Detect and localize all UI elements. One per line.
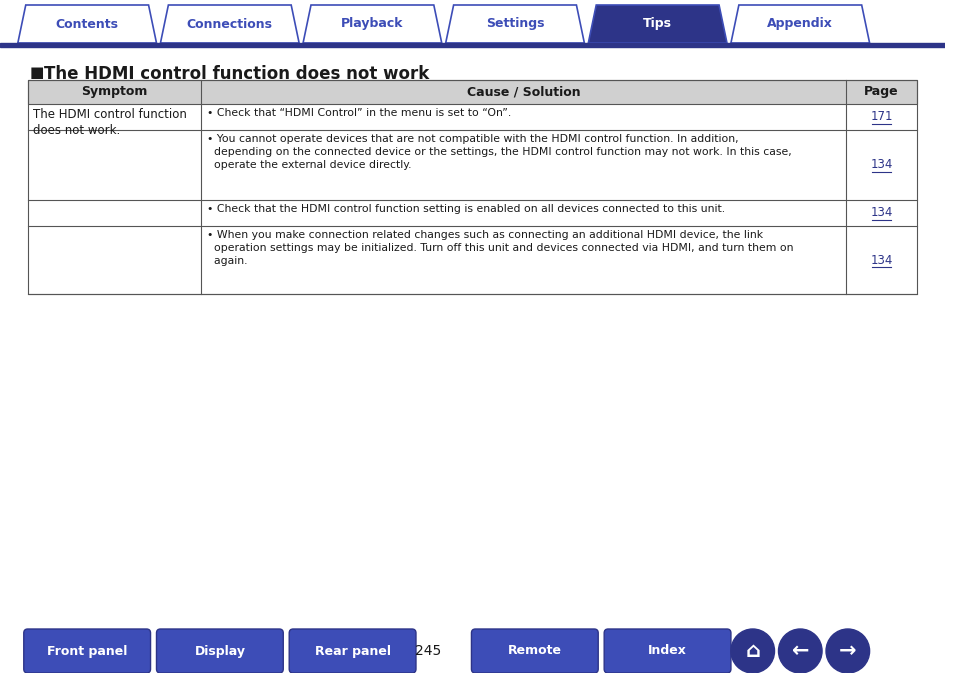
FancyBboxPatch shape [603, 629, 730, 673]
Bar [0, 43, 943, 47]
Text: Contents: Contents [55, 17, 118, 30]
FancyBboxPatch shape [24, 629, 151, 673]
Text: Remote: Remote [507, 645, 561, 658]
Text: The HDMI control function does not work: The HDMI control function does not work [44, 65, 429, 83]
Text: • Check that the HDMI control function setting is enabled on all devices connect: • Check that the HDMI control function s… [207, 204, 724, 214]
Circle shape [730, 629, 774, 673]
Text: Front panel: Front panel [47, 645, 127, 658]
Bar [28, 80, 916, 104]
Text: Connections: Connections [187, 17, 273, 30]
Polygon shape [588, 5, 726, 43]
Text: Rear panel: Rear panel [314, 645, 390, 658]
Circle shape [778, 629, 821, 673]
Text: 134: 134 [869, 207, 892, 219]
Text: Page: Page [863, 85, 898, 98]
FancyBboxPatch shape [289, 629, 416, 673]
Text: Cause / Solution: Cause / Solution [466, 85, 579, 98]
Text: Settings: Settings [485, 17, 544, 30]
Polygon shape [303, 5, 441, 43]
Text: Display: Display [194, 645, 245, 658]
Text: Playback: Playback [341, 17, 403, 30]
Text: The HDMI control function: The HDMI control function [32, 108, 187, 121]
FancyBboxPatch shape [156, 629, 283, 673]
Text: ■: ■ [30, 65, 44, 80]
Text: Index: Index [647, 645, 686, 658]
Text: • You cannot operate devices that are not compatible with the HDMI control funct: • You cannot operate devices that are no… [207, 134, 791, 170]
Bar [28, 80, 916, 294]
FancyBboxPatch shape [471, 629, 598, 673]
Polygon shape [160, 5, 299, 43]
Polygon shape [445, 5, 584, 43]
Text: →: → [839, 641, 856, 661]
Text: 134: 134 [869, 254, 892, 267]
Text: 171: 171 [869, 110, 892, 124]
Text: ←: ← [791, 641, 808, 661]
Text: • When you make connection related changes such as connecting an additional HDMI: • When you make connection related chang… [207, 230, 793, 267]
Text: Appendix: Appendix [766, 17, 832, 30]
Text: 245: 245 [415, 644, 440, 658]
Text: • Check that “HDMI Control” in the menu is set to “On”.: • Check that “HDMI Control” in the menu … [207, 108, 511, 118]
Polygon shape [18, 5, 156, 43]
Text: does not work.: does not work. [32, 124, 120, 137]
Text: ⌂: ⌂ [744, 641, 760, 661]
Polygon shape [730, 5, 869, 43]
Text: Symptom: Symptom [81, 85, 148, 98]
Text: Tips: Tips [642, 17, 672, 30]
Text: 134: 134 [869, 159, 892, 172]
Circle shape [825, 629, 869, 673]
